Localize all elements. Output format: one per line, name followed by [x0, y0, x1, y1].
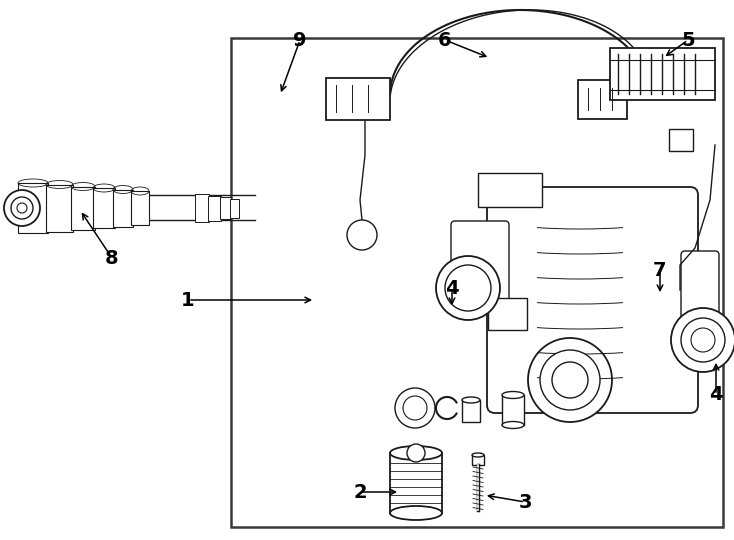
Circle shape: [691, 328, 715, 352]
Bar: [230, 199, 239, 218]
FancyBboxPatch shape: [326, 78, 390, 120]
Circle shape: [436, 256, 500, 320]
Ellipse shape: [390, 446, 442, 460]
Bar: [18, 183, 48, 233]
Circle shape: [17, 203, 27, 213]
Circle shape: [671, 308, 734, 372]
Circle shape: [407, 444, 425, 462]
Text: 3: 3: [518, 492, 531, 511]
Bar: [472, 455, 484, 465]
FancyBboxPatch shape: [487, 187, 698, 413]
Text: 4: 4: [446, 279, 459, 298]
Bar: [502, 395, 524, 425]
Text: 8: 8: [105, 248, 119, 267]
Text: 9: 9: [294, 30, 307, 50]
Bar: [390, 453, 442, 513]
Bar: [462, 400, 480, 422]
FancyBboxPatch shape: [488, 298, 527, 330]
Bar: [195, 194, 209, 222]
Ellipse shape: [502, 392, 524, 399]
Bar: [231, 38, 723, 526]
FancyBboxPatch shape: [478, 173, 542, 207]
Bar: [131, 191, 149, 225]
Bar: [46, 185, 73, 232]
Circle shape: [445, 265, 491, 311]
Ellipse shape: [472, 453, 484, 457]
Bar: [71, 186, 95, 230]
Text: 1: 1: [181, 291, 195, 309]
Bar: [208, 195, 220, 220]
Circle shape: [681, 318, 725, 362]
Ellipse shape: [462, 397, 480, 403]
Bar: [219, 197, 230, 219]
FancyBboxPatch shape: [451, 221, 509, 309]
Circle shape: [403, 396, 427, 420]
Ellipse shape: [390, 506, 442, 520]
Text: 2: 2: [353, 483, 367, 502]
Ellipse shape: [502, 422, 524, 429]
Circle shape: [395, 388, 435, 428]
FancyBboxPatch shape: [578, 80, 627, 119]
Circle shape: [540, 350, 600, 410]
FancyBboxPatch shape: [669, 129, 693, 151]
Text: 7: 7: [653, 260, 666, 280]
Text: 4: 4: [709, 386, 723, 404]
Text: 5: 5: [681, 30, 695, 50]
Bar: [93, 188, 115, 228]
Circle shape: [11, 197, 33, 219]
FancyBboxPatch shape: [681, 251, 719, 324]
Text: 6: 6: [438, 30, 452, 50]
Circle shape: [4, 190, 40, 226]
Bar: [610, 48, 715, 100]
Circle shape: [347, 220, 377, 250]
Bar: [113, 190, 133, 226]
Circle shape: [528, 338, 612, 422]
Circle shape: [552, 362, 588, 398]
